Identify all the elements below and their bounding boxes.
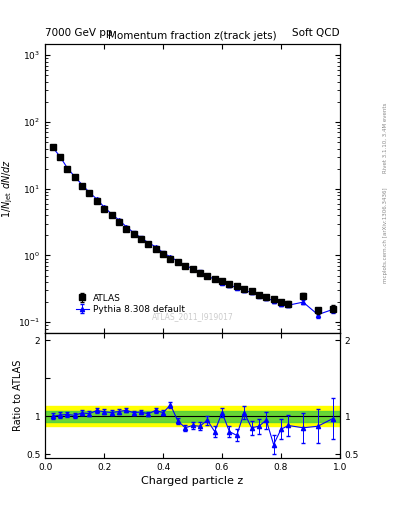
- X-axis label: Charged particle z: Charged particle z: [141, 476, 244, 486]
- Y-axis label: Ratio to ATLAS: Ratio to ATLAS: [13, 360, 23, 431]
- Text: Soft QCD: Soft QCD: [292, 28, 340, 38]
- Title: Momentum fraction z(track jets): Momentum fraction z(track jets): [108, 31, 277, 41]
- Legend: ATLAS, Pythia 8.308 default: ATLAS, Pythia 8.308 default: [73, 291, 188, 316]
- Text: Rivet 3.1.10, 3.4M events: Rivet 3.1.10, 3.4M events: [383, 103, 387, 174]
- Text: mcplots.cern.ch [arXiv:1306.3436]: mcplots.cern.ch [arXiv:1306.3436]: [383, 188, 387, 283]
- Y-axis label: $1/N_{\rm jet}\ dN/dz$: $1/N_{\rm jet}\ dN/dz$: [1, 158, 15, 218]
- Text: ATLAS_2011_I919017: ATLAS_2011_I919017: [152, 312, 233, 321]
- Text: 7000 GeV pp: 7000 GeV pp: [45, 28, 113, 38]
